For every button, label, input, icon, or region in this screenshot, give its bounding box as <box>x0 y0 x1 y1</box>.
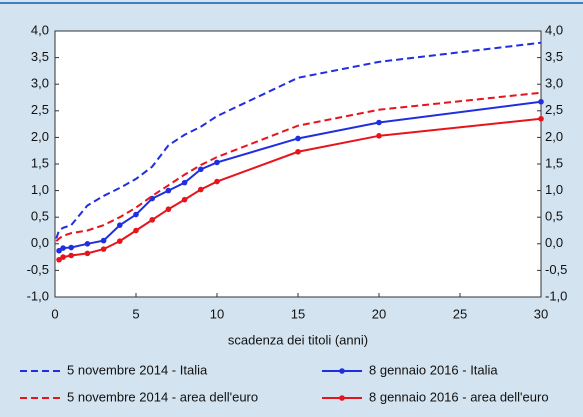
x-tick-label: 5 <box>132 306 139 321</box>
series-marker <box>133 227 139 234</box>
series-marker <box>56 247 62 254</box>
series-marker <box>60 254 66 260</box>
y2-tick-label: -0,5 <box>545 262 567 277</box>
y-tick-label: 4,0 <box>31 22 49 37</box>
series-marker <box>295 135 301 142</box>
x-tick-label: 20 <box>372 306 386 321</box>
series-marker <box>198 166 204 173</box>
y2-tick-label: 1,5 <box>545 155 563 170</box>
y-tick-label: 1,0 <box>31 182 49 197</box>
y-tick-label: 3,5 <box>31 49 49 64</box>
series-marker <box>68 252 74 259</box>
series-marker <box>133 211 139 218</box>
y-tick-label: 3,0 <box>31 76 49 91</box>
series-marker <box>117 238 123 244</box>
series-marker <box>100 246 107 252</box>
series-marker <box>376 133 382 139</box>
y2-tick-label: 0,0 <box>545 235 563 250</box>
series-line <box>55 41 542 239</box>
y2-tick-label: -1,0 <box>545 288 567 303</box>
series-marker <box>165 187 172 194</box>
series-marker <box>149 217 155 223</box>
series-marker <box>100 237 107 244</box>
y2-tick-label: 3,5 <box>545 49 563 64</box>
series-marker <box>295 148 301 155</box>
x-tick-label: 25 <box>453 306 467 321</box>
series-marker <box>165 206 172 213</box>
series-marker <box>181 196 188 203</box>
y2-tick-label: 2,5 <box>545 102 563 117</box>
y2-tick-label: 3,0 <box>545 76 563 91</box>
y-tick-label: 2,0 <box>31 129 49 144</box>
legend-label: 8 gennaio 2016 - Italia <box>369 362 498 377</box>
legend-label: 5 novembre 2014 - area dell'euro <box>67 389 258 404</box>
x-tick-label: 0 <box>51 306 58 321</box>
series-marker <box>68 244 74 251</box>
series-marker <box>60 245 66 251</box>
legend-marker <box>339 395 345 401</box>
series-marker <box>538 98 544 105</box>
series-marker <box>181 179 188 186</box>
plot-area <box>54 30 542 298</box>
series-marker <box>117 222 123 228</box>
y2-tick-label: 1,0 <box>545 182 563 197</box>
series-marker <box>84 241 91 247</box>
series-marker <box>56 256 62 263</box>
y2-tick-label: 4,0 <box>545 22 563 37</box>
y-tick-label: 1,5 <box>31 155 49 170</box>
series-marker <box>214 159 220 166</box>
x-tick-label: 30 <box>534 306 548 321</box>
series-marker <box>214 178 220 185</box>
x-tick-label: 10 <box>210 306 224 321</box>
series-marker <box>84 250 91 257</box>
legend-label: 8 gennaio 2016 - area dell'euro <box>369 389 549 404</box>
x-tick-label: 15 <box>291 306 305 321</box>
y2-tick-label: 2,0 <box>545 129 563 144</box>
y-tick-label: 0,0 <box>31 235 49 250</box>
x-axis-title: scadenza dei titoli (anni) <box>228 332 368 347</box>
series-marker <box>538 115 544 122</box>
series-marker <box>376 119 382 126</box>
y-tick-label: -1,0 <box>27 288 49 303</box>
y2-tick-label: 0,5 <box>545 209 563 224</box>
y-tick-label: 0,5 <box>31 209 49 224</box>
series-marker <box>198 186 204 193</box>
series-line <box>55 91 542 242</box>
y-tick-label: 2,5 <box>31 102 49 117</box>
legend-marker <box>339 368 345 374</box>
y-tick-label: -0,5 <box>27 262 49 277</box>
legend-label: 5 novembre 2014 - Italia <box>67 362 208 377</box>
